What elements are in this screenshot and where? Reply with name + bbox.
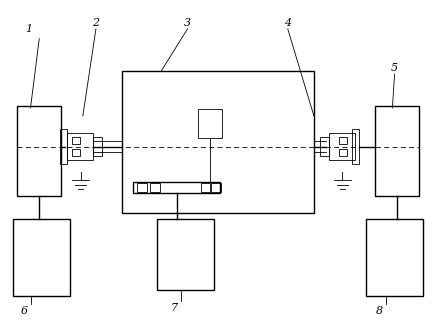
Bar [67,133,93,160]
Bar [320,137,329,156]
Bar [157,219,214,290]
Bar [17,106,61,196]
Bar [375,106,419,196]
Text: 6: 6 [20,306,27,316]
Bar [211,183,221,192]
Text: 4: 4 [284,17,291,28]
Bar [339,149,347,156]
Bar [201,183,210,192]
Text: 5: 5 [391,62,398,73]
Bar [72,137,80,144]
Bar [339,137,347,144]
Bar [150,183,160,192]
Bar [198,109,222,138]
Text: 8: 8 [376,306,383,316]
Text: 7: 7 [171,302,178,313]
Bar [329,133,355,160]
Bar [137,183,147,192]
Bar [13,219,70,296]
Bar [133,182,220,193]
Text: 2: 2 [92,17,99,28]
Text: 3: 3 [184,17,191,28]
Text: 1: 1 [25,24,32,34]
Bar [122,71,314,213]
Bar [72,149,80,156]
Bar [366,219,423,296]
Bar [352,129,359,164]
Bar [60,129,67,164]
Bar [93,137,102,156]
